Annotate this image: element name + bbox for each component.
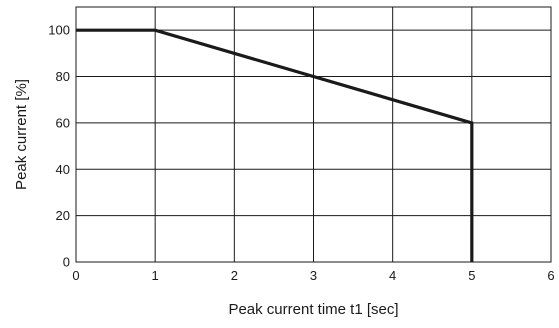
x-tick-label-1: 1	[152, 268, 159, 283]
x-tick-labels: 0 1 2 3 4 5 6	[72, 268, 554, 283]
y-tick-label-3: 60	[56, 115, 70, 130]
x-tick-label-5: 5	[468, 268, 475, 283]
y-tick-label-5: 100	[48, 23, 70, 38]
y-tick-label-2: 40	[56, 162, 70, 177]
y-tick-labels: 0 20 40 60 80 100	[48, 23, 70, 270]
x-axis-label: Peak current time t1 [sec]	[228, 301, 398, 318]
x-tick-label-3: 3	[310, 268, 317, 283]
x-tick-label-0: 0	[72, 268, 79, 283]
x-tick-label-4: 4	[389, 268, 396, 283]
series-group	[76, 28, 474, 262]
x-tick-label-2: 2	[231, 268, 238, 283]
plot-frame	[75, 6, 552, 263]
y-tick-label-4: 80	[56, 69, 70, 84]
y-tick-label-0: 0	[63, 255, 70, 270]
series-line-0	[76, 28, 474, 262]
y-tick-label-1: 20	[56, 208, 70, 223]
x-tick-label-6: 6	[547, 268, 554, 283]
grid	[75, 7, 552, 263]
y-axis-label: Peak current [%]	[13, 79, 30, 190]
